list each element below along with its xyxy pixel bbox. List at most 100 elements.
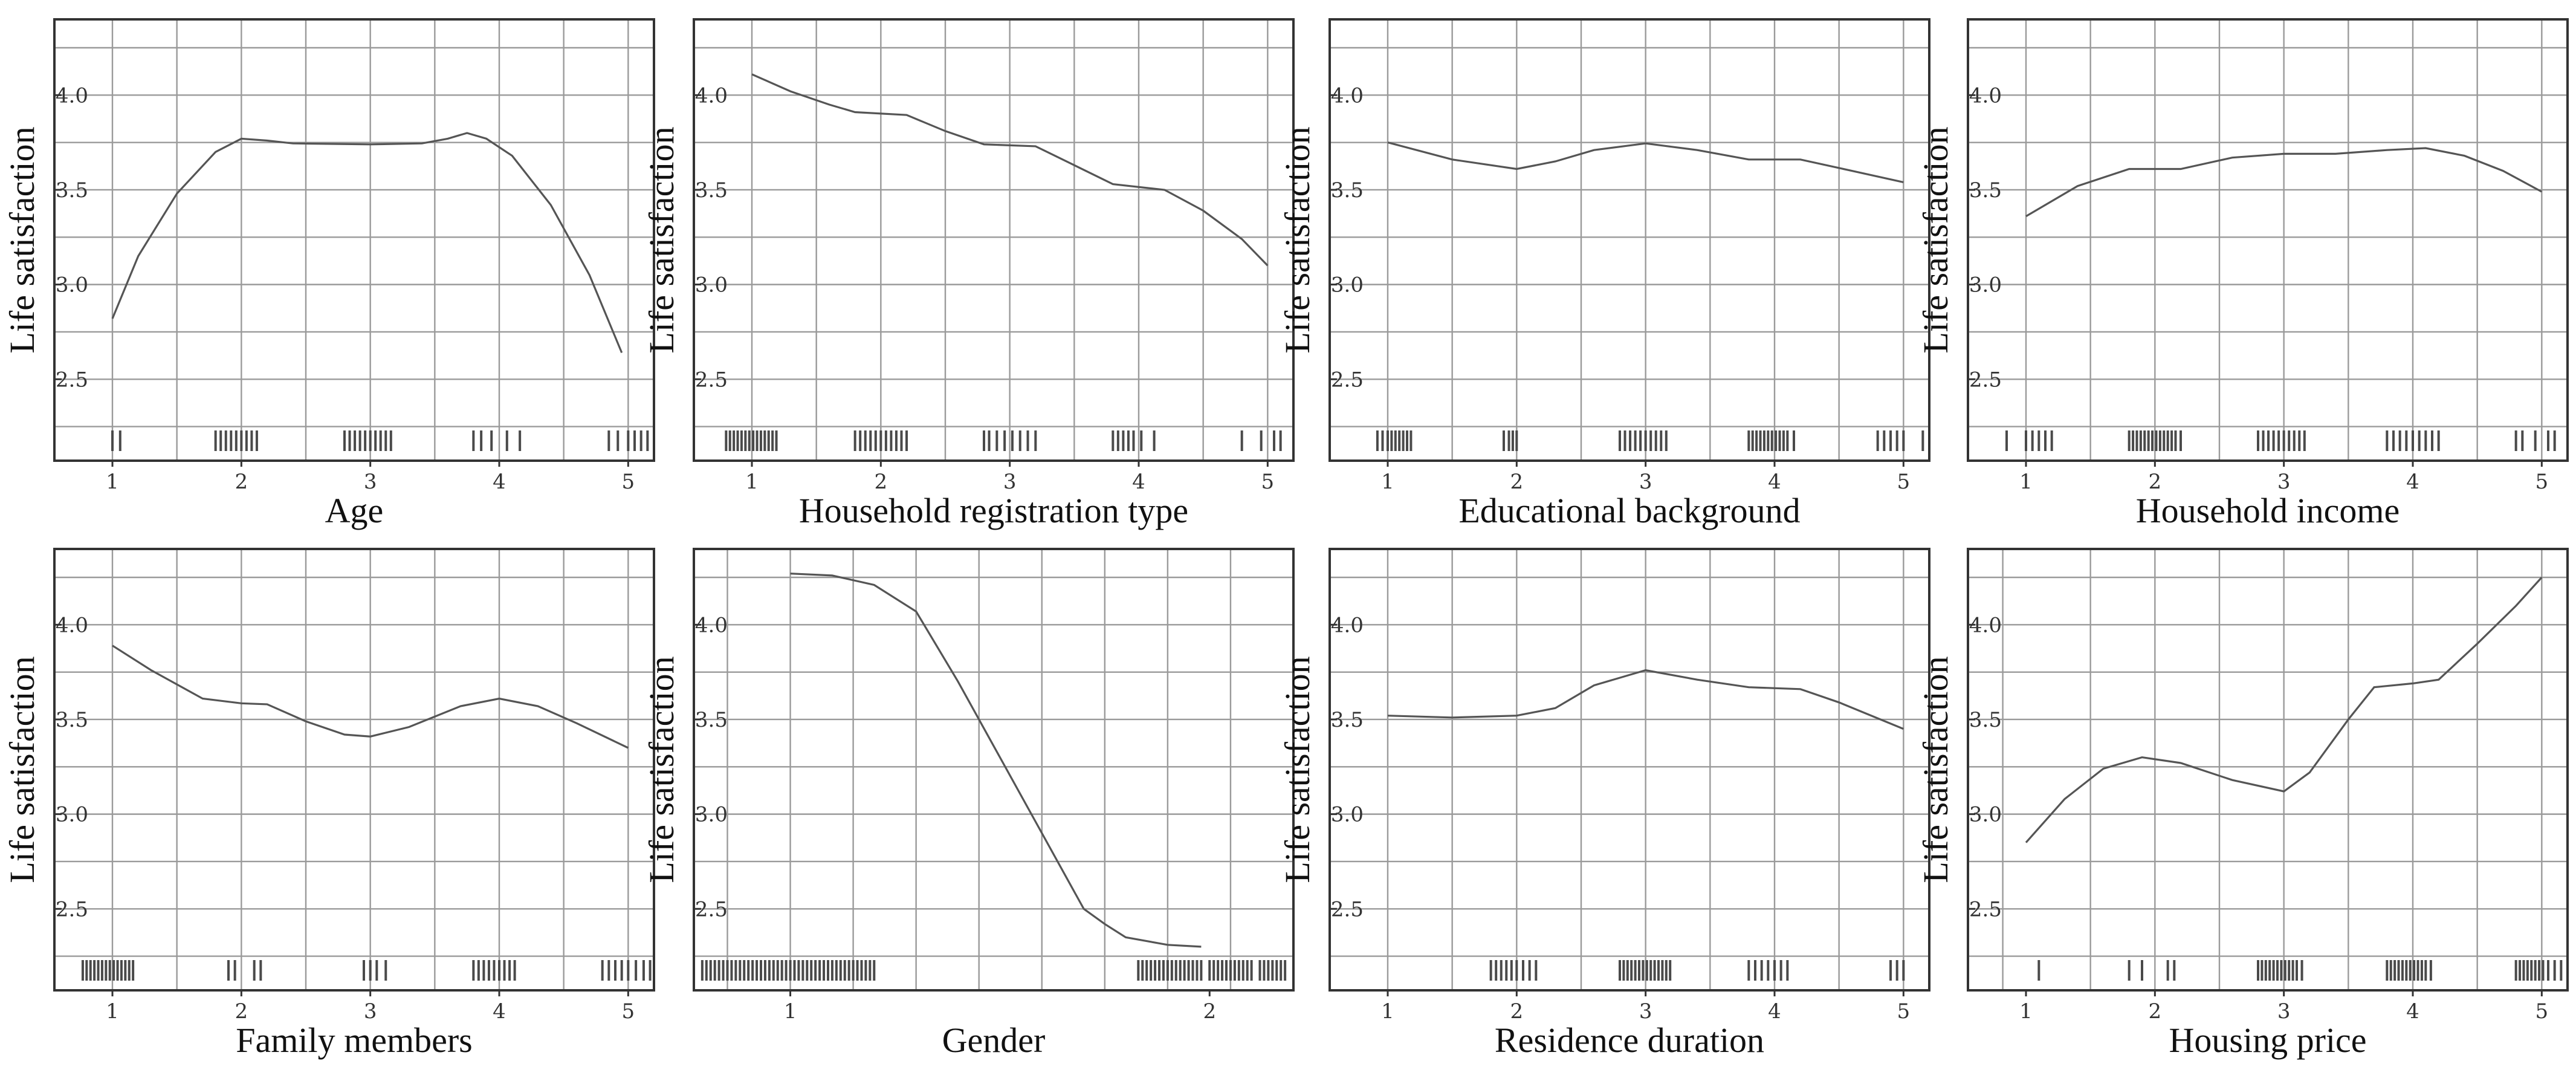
x-tick-label: 1: [2019, 999, 2033, 1024]
x-axis-label: Residence duration: [1495, 1021, 1764, 1060]
y-tick-label: 4.0: [1331, 613, 1364, 637]
x-axis-label: Gender: [942, 1021, 1046, 1060]
x-tick-label: 5: [1897, 470, 1911, 494]
y-tick-label: 2.5: [695, 368, 728, 392]
subplot-2: 2.5 3.0 3.5 4.0 1 2 3 4 5 Household registration …: [642, 18, 1295, 530]
y-axis-label: Life satisfaction: [2, 126, 42, 353]
dependence-curve: [112, 644, 629, 749]
y-tick-label: 3.5: [56, 178, 88, 203]
x-tick-label: 1: [1381, 470, 1394, 494]
y-tick-label: 2.5: [56, 897, 88, 921]
x-tick-label: 5: [622, 999, 635, 1024]
y-axis-label: Life satisfaction: [1916, 126, 1955, 353]
subplot-5: 2.5 3.0 3.5 4.0 1 2 3 4 5 Family members Life sati…: [2, 548, 655, 1060]
x-tick-label: 2: [2149, 470, 2162, 494]
plot-frame: [1967, 18, 2569, 462]
dependence-curve: [111, 132, 623, 354]
y-tick-label: 3.5: [1331, 178, 1364, 203]
x-tick-label: 2: [1203, 999, 1216, 1024]
y-tick-label: 4.0: [695, 613, 728, 637]
dependence-curve: [1387, 141, 1904, 183]
plot-frame: [53, 548, 655, 992]
y-axis-label: Life satisfaction: [642, 126, 681, 353]
x-tick-label: 2: [2149, 999, 2162, 1024]
x-tick-label: 2: [235, 999, 248, 1024]
x-tick-label: 4: [493, 999, 506, 1024]
y-axis-label: Life satisfaction: [1278, 126, 1317, 353]
x-tick-label: 1: [2019, 470, 2033, 494]
x-axis-label: Household income: [2136, 491, 2400, 530]
y-tick-label: 3.0: [1331, 803, 1364, 827]
x-tick-label: 4: [1768, 999, 1781, 1024]
y-tick-label: 3.0: [695, 803, 728, 827]
x-tick-label: 4: [1132, 470, 1145, 494]
y-tick-label: 4.0: [695, 83, 728, 108]
x-tick-label: 3: [2277, 470, 2291, 494]
x-tick-label: 2: [1510, 470, 1524, 494]
y-axis-label: Life satisfaction: [1916, 656, 1955, 883]
y-tick-label: 3.0: [1331, 273, 1364, 297]
y-tick-label: 2.5: [1331, 897, 1364, 921]
y-tick-label: 2.5: [56, 368, 88, 392]
dependence-curve: [1387, 669, 1904, 730]
y-tick-label: 4.0: [56, 613, 88, 637]
subplot-6: 2.5 3.0 3.5 4.0 1 2 Gender Life satisfaction: [642, 548, 1295, 1060]
y-tick-label: 3.5: [1331, 708, 1364, 732]
y-tick-label: 2.5: [1969, 897, 2002, 921]
y-tick-label: 3.5: [695, 178, 728, 203]
y-tick-label: 3.5: [56, 708, 88, 732]
plot-frame: [1967, 548, 2569, 992]
y-tick-label: 3.0: [695, 273, 728, 297]
x-tick-label: 1: [1381, 999, 1394, 1024]
x-tick-label: 4: [493, 470, 506, 494]
x-axis-label: Family members: [236, 1021, 472, 1060]
dependence-curve: [2025, 147, 2543, 218]
y-tick-label: 4.0: [56, 83, 88, 108]
x-axis-label: Housing price: [2169, 1021, 2367, 1060]
x-tick-label: 1: [106, 999, 119, 1024]
plot-frame: [693, 18, 1295, 462]
y-tick-label: 2.5: [1331, 368, 1364, 392]
x-tick-label: 2: [235, 470, 248, 494]
x-tick-label: 3: [2277, 999, 2291, 1024]
plot-frame: [1328, 548, 1930, 992]
x-tick-label: 1: [784, 999, 797, 1024]
dependence-curve: [790, 573, 1202, 948]
y-tick-label: 3.0: [1969, 273, 2002, 297]
x-tick-label: 5: [622, 470, 635, 494]
subplot-8: 2.5 3.0 3.5 4.0 1 2 3 4 5 Housing price Life satis…: [1916, 548, 2569, 1060]
x-tick-label: 4: [2406, 470, 2419, 494]
x-axis-label: Educational background: [1458, 491, 1800, 530]
plot-frame: [1328, 18, 1930, 462]
x-axis-label: Household registration type: [799, 491, 1188, 530]
y-tick-label: 4.0: [1969, 613, 2002, 637]
y-tick-label: 3.0: [56, 803, 88, 827]
x-tick-label: 5: [2536, 470, 2549, 494]
y-tick-label: 2.5: [1969, 368, 2002, 392]
dependence-curve: [751, 73, 1269, 267]
y-tick-label: 3.5: [1969, 708, 2002, 732]
x-tick-label: 3: [1639, 999, 1652, 1024]
y-axis-label: Life satisfaction: [2, 656, 42, 883]
subplot-3: 2.5 3.0 3.5 4.0 1 2 3 4 5 Educational background L…: [1278, 18, 1930, 530]
y-tick-label: 3.5: [1969, 178, 2002, 203]
y-tick-label: 2.5: [695, 897, 728, 921]
x-axis-label: Age: [325, 491, 384, 530]
x-tick-label: 1: [106, 470, 119, 494]
x-tick-label: 3: [1639, 470, 1652, 494]
y-tick-label: 3.0: [1969, 803, 2002, 827]
subplot-1: 2.5 3.0 3.5 4.0 1 2 3 4 5 Age Life satisfaction: [2, 18, 655, 530]
x-tick-label: 5: [2536, 999, 2549, 1024]
dependence-curve: [2025, 576, 2543, 843]
subplot-4: 2.5 3.0 3.5 4.0 1 2 3 4 5 Household income Life sa…: [1916, 18, 2569, 530]
y-tick-label: 3.0: [56, 273, 88, 297]
x-tick-label: 2: [1510, 999, 1524, 1024]
y-tick-label: 4.0: [1331, 83, 1364, 108]
y-axis-label: Life satisfaction: [642, 656, 681, 883]
x-tick-label: 5: [1897, 999, 1911, 1024]
x-tick-label: 1: [745, 470, 759, 494]
plot-frame: [693, 548, 1295, 992]
y-axis-label: Life satisfaction: [1278, 656, 1317, 883]
y-tick-label: 4.0: [1969, 83, 2002, 108]
